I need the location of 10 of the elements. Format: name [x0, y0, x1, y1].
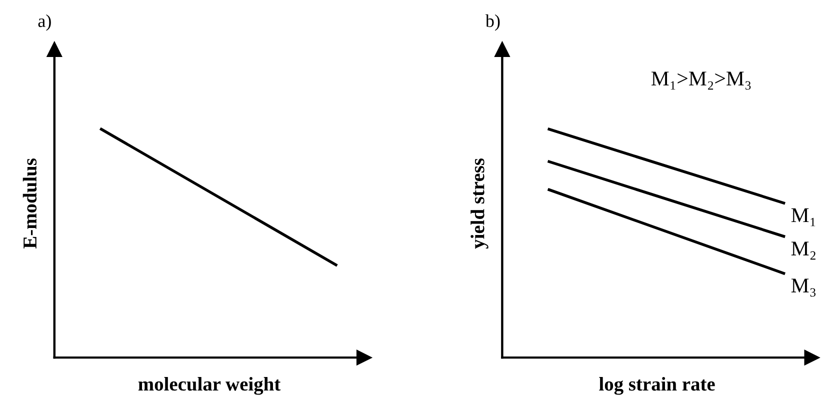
x-axis-title: molecular weight: [138, 377, 281, 395]
x-axis-title: log strain rate: [599, 377, 715, 395]
chart-title: a): [38, 14, 51, 31]
series-label: M₁: [791, 208, 816, 226]
y-axis-title: yield stress: [470, 158, 488, 249]
y-axis-title: E-modulus: [22, 158, 37, 248]
chart-title: b): [485, 14, 500, 31]
series-label: M₂: [791, 242, 816, 260]
text: M₁>M₂>M₃: [651, 72, 751, 90]
series-label: M₃: [791, 278, 816, 297]
